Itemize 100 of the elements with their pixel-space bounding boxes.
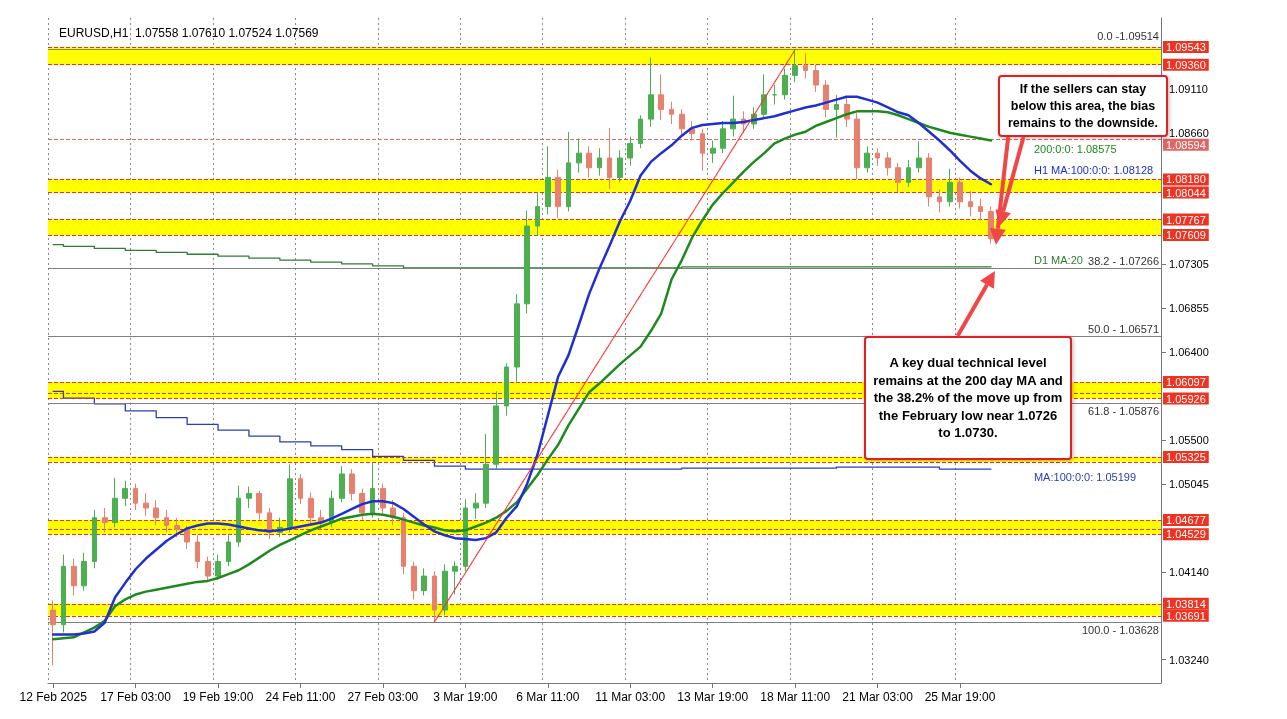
- ref-line-label: 1.07609: [1166, 228, 1206, 241]
- annotation: 61.8 - 1.05876: [1088, 405, 1159, 418]
- candlestick: [906, 159, 911, 188]
- candlestick: [473, 492, 479, 520]
- candlestick: [947, 168, 953, 208]
- ref-line-label: 1.09543: [1166, 40, 1206, 53]
- candlestick: [875, 147, 880, 167]
- candlestick: [937, 188, 942, 213]
- y-tick-label: 1.05500: [1169, 433, 1209, 446]
- candlestick: [854, 112, 860, 180]
- candlestick: [143, 492, 149, 517]
- candlestick: [493, 390, 499, 470]
- y-tick-label: 1.08660: [1169, 126, 1209, 139]
- text: H1 MA:100:0:0: 1.08128: [1033, 164, 1154, 177]
- candlestick: [401, 512, 406, 575]
- candlestick: [669, 101, 674, 125]
- x-tick-label: 18 Mar 11:00: [760, 690, 831, 704]
- candlestick: [700, 128, 705, 172]
- candlestick: [895, 162, 901, 193]
- candlestick: [576, 138, 582, 174]
- y-tick-label: 1.09110: [1169, 82, 1208, 95]
- y-tick-label: 1.06855: [1169, 302, 1209, 315]
- candlestick: [926, 152, 932, 208]
- candlestick: [514, 293, 520, 383]
- candlestick: [133, 483, 138, 511]
- candlestick: [102, 507, 108, 533]
- candlestick: [761, 73, 767, 120]
- text: 200:0:0: 1.08575: [1033, 142, 1117, 155]
- annotation: 50.0 - 1.06571: [1088, 322, 1159, 335]
- x-tick-label: 24 Feb 11:00: [265, 690, 336, 704]
- candlestick: [638, 114, 643, 149]
- ref-line-label: 1.08044: [1166, 186, 1206, 199]
- candlestick: [164, 509, 169, 533]
- ref-line-label: 1.09360: [1166, 58, 1206, 71]
- candlestick: [50, 599, 56, 666]
- candlestick: [256, 490, 262, 521]
- ref-line-label: 1.03814: [1166, 597, 1206, 610]
- callout-box: A key dual technical level remains at the 200 day MA and the 38.2% of the move up from the February low near 1.0726 to 1.0730.: [864, 336, 1072, 460]
- x-tick-label: 6 Mar 11:00: [516, 690, 580, 704]
- text: MA:100:0:0: 1.05199: [1033, 471, 1137, 484]
- x-tick-label: 12 Feb 2025: [19, 690, 88, 704]
- x-tick-label: 21 Mar 03:00: [842, 690, 914, 704]
- candlestick: [308, 491, 314, 526]
- candlestick: [555, 169, 561, 219]
- annotation: 100.0 - 1.03628: [1081, 623, 1159, 636]
- text: EURUSD,H1 1.07558 1.07610 1.07524 1.07569: [59, 26, 319, 40]
- candlestick: [864, 145, 870, 174]
- candlestick: [71, 558, 77, 596]
- candlestick: [617, 149, 623, 183]
- ref-line-label: 1.08594: [1166, 138, 1206, 151]
- candlestick: [195, 534, 200, 569]
- annotation: 0.0 -1.09514: [1097, 29, 1159, 42]
- x-tick-label: 19 Feb 19:00: [182, 690, 254, 704]
- x-tick-label: 3 Mar 19:00: [433, 690, 498, 704]
- ref-line-label: 1.04529: [1166, 528, 1206, 541]
- annotation: A key dual technical level remains at the 200 day MA and the 38.2% of the move up from the February low near 1.0726 to 1.0730.: [872, 354, 1064, 442]
- candlestick: [658, 73, 664, 121]
- candlestick: [483, 433, 489, 509]
- candlestick: [205, 556, 211, 582]
- y-tick-label: 1.05045: [1169, 478, 1209, 491]
- candlestick: [627, 136, 633, 167]
- candlestick: [566, 131, 571, 212]
- candlestick: [597, 147, 602, 176]
- candlestick: [174, 517, 180, 538]
- candlestick: [442, 563, 448, 616]
- candlestick: [968, 190, 973, 217]
- candlestick: [236, 485, 241, 548]
- candlestick: [287, 463, 293, 533]
- candlestick: [535, 191, 540, 237]
- candlestick: [298, 473, 303, 505]
- candlestick: [916, 140, 922, 174]
- candlestick: [689, 120, 695, 141]
- candlestick: [112, 477, 118, 528]
- candlestick: [524, 210, 530, 315]
- candlestick: [834, 94, 839, 139]
- candlestick: [885, 151, 891, 176]
- candlestick: [215, 554, 221, 581]
- annotation: 38.2 - 1.07266: [1088, 255, 1159, 268]
- candlestick: [81, 552, 87, 592]
- candlestick: [153, 499, 159, 526]
- candlestick: [813, 64, 819, 93]
- candlestick: [782, 68, 788, 101]
- text: D1 MA:20: [1033, 253, 1083, 266]
- candlestick: [122, 480, 128, 507]
- candlestick: [545, 145, 551, 215]
- ref-line-label: 1.05325: [1166, 450, 1206, 463]
- candlestick: [61, 554, 66, 633]
- ref-line-label: 1.08180: [1166, 173, 1206, 186]
- y-tick-label: 1.04140: [1169, 566, 1209, 579]
- candlestick: [339, 465, 345, 503]
- candlestick: [411, 560, 417, 600]
- x-tick-label: 27 Feb 03:00: [347, 690, 419, 704]
- candlestick: [803, 52, 808, 79]
- candlestick: [607, 127, 612, 190]
- candlestick: [463, 498, 468, 572]
- x-tick-label: 13 Mar 19:00: [677, 690, 749, 704]
- candlestick: [957, 176, 963, 210]
- y-tick-label: 1.06400: [1169, 346, 1209, 359]
- x-tick-label: 17 Feb 03:00: [100, 690, 172, 704]
- candlestick: [92, 509, 97, 569]
